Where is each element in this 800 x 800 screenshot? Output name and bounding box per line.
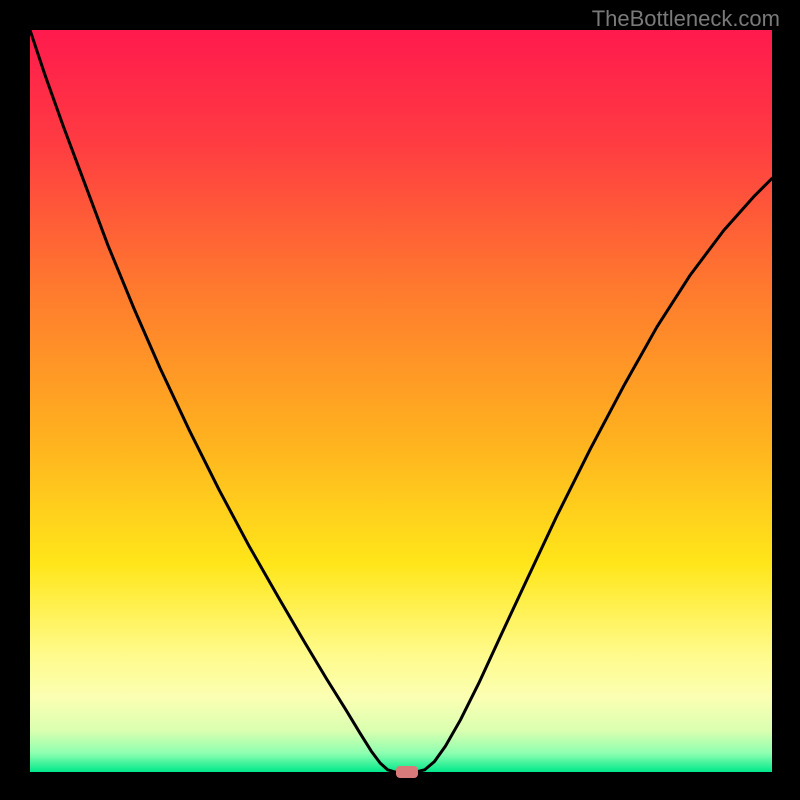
chart-plot-area: [30, 30, 772, 772]
optimal-point-marker: [396, 766, 418, 778]
bottleneck-curve: [30, 30, 772, 772]
watermark-text: TheBottleneck.com: [592, 6, 780, 32]
curve-path: [30, 30, 772, 772]
